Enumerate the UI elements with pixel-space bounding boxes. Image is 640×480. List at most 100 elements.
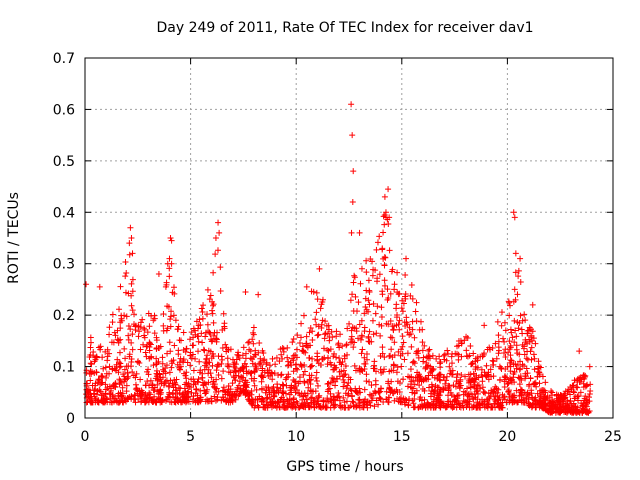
data-point [458,372,465,379]
data-point [103,374,110,381]
data-point [248,388,255,395]
data-point [141,326,148,333]
data-point [498,309,505,316]
data-point [106,363,113,370]
data-point [250,340,257,347]
data-point [193,386,200,393]
data-point [96,387,103,394]
data-point [464,385,471,392]
data-point [87,377,94,384]
data-point [404,329,411,336]
data-point [333,354,340,361]
data-point [327,346,334,353]
data-point [85,389,92,396]
data-point [417,403,424,410]
data-point [426,402,433,409]
data-point [172,379,179,386]
data-point [481,369,488,376]
data-point [368,382,375,389]
data-point [390,327,397,334]
data-point [402,291,409,298]
data-point [132,322,139,329]
data-point [307,395,314,402]
data-point [128,302,135,309]
data-point [241,360,248,367]
data-point [446,363,453,370]
data-point [428,381,435,388]
data-point [425,355,432,362]
data-point [131,391,138,398]
data-point [269,376,276,383]
data-point [108,339,115,346]
data-point [363,269,370,276]
data-point [170,312,177,319]
data-point [524,348,531,355]
data-point [519,341,526,348]
data-point [572,393,579,400]
data-point [506,312,513,319]
data-point [88,361,95,368]
data-point [291,384,298,391]
data-point [306,372,313,379]
data-point [510,209,517,216]
data-point [381,366,388,373]
data-point [381,193,388,200]
y-tick-label: 0.1 [53,360,75,376]
data-point [187,362,194,369]
data-point [425,376,432,383]
data-point [166,339,173,346]
data-point [381,221,388,228]
data-point [188,329,195,336]
data-point [532,397,539,404]
data-point [516,392,523,399]
data-point [531,355,538,362]
data-point [421,387,428,394]
data-point [395,321,402,328]
data-point [483,362,490,369]
data-point [444,347,451,354]
data-point [160,310,167,317]
data-point [300,347,307,354]
data-point [214,394,221,401]
data-point [153,355,160,362]
data-point [349,132,356,139]
data-point [533,404,540,411]
data-point [369,395,376,402]
data-point [262,404,269,411]
data-point [248,375,255,382]
data-point [485,389,492,396]
data-point [468,361,475,368]
data-point [246,338,253,345]
data-point [188,355,195,362]
data-point [398,363,405,370]
data-point [287,384,294,391]
data-point [214,361,221,368]
data-point [372,377,379,384]
data-point [491,386,498,393]
data-point [341,404,348,411]
data-point [349,291,356,298]
data-point [536,369,543,376]
data-point [283,390,290,397]
data-point [541,387,548,394]
data-point [496,377,503,384]
data-point [183,379,190,386]
data-point [472,376,479,383]
data-point [210,319,217,326]
data-point [583,397,590,404]
data-point [391,362,398,369]
y-tick-label: 0.7 [53,51,75,67]
data-point [375,401,382,408]
data-point [166,273,173,280]
data-point [124,375,131,382]
data-point [406,374,413,381]
data-point [539,373,546,380]
data-point [460,397,467,404]
data-point [173,376,180,383]
data-point [272,361,279,368]
data-point [260,349,267,356]
data-point [497,364,504,371]
data-point [517,255,524,262]
data-point [234,386,241,393]
data-point [309,337,316,344]
